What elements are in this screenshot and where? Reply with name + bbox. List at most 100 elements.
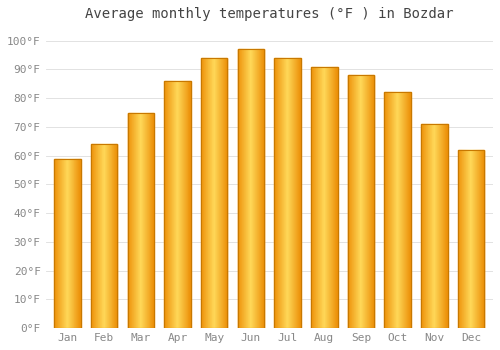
Bar <box>433 124 434 328</box>
Bar <box>213 58 214 328</box>
Bar <box>283 58 284 328</box>
Bar <box>466 150 467 328</box>
Bar <box>328 66 329 328</box>
Bar <box>473 150 474 328</box>
Bar <box>323 66 324 328</box>
Bar <box>259 49 260 328</box>
Bar <box>443 124 444 328</box>
Bar <box>173 81 174 328</box>
Bar <box>59 159 60 328</box>
Bar <box>286 58 287 328</box>
Bar <box>442 124 443 328</box>
Bar <box>397 92 398 328</box>
Bar <box>446 124 447 328</box>
Bar <box>135 113 136 328</box>
Bar <box>180 81 181 328</box>
Bar <box>348 75 349 328</box>
Bar <box>426 124 427 328</box>
Bar <box>435 124 436 328</box>
Bar <box>294 58 295 328</box>
Bar <box>282 58 283 328</box>
Bar <box>299 58 300 328</box>
Bar <box>356 75 357 328</box>
Bar <box>434 124 435 328</box>
Bar <box>65 159 66 328</box>
Bar <box>372 75 373 328</box>
Bar <box>482 150 483 328</box>
Bar <box>96 144 97 328</box>
Bar <box>250 49 251 328</box>
Bar <box>223 58 224 328</box>
Bar <box>238 49 264 328</box>
Bar <box>79 159 80 328</box>
Bar <box>100 144 101 328</box>
Bar <box>464 150 465 328</box>
Bar <box>471 150 472 328</box>
Bar <box>387 92 388 328</box>
Bar <box>255 49 256 328</box>
Bar <box>247 49 248 328</box>
Bar <box>439 124 440 328</box>
Bar <box>207 58 208 328</box>
Bar <box>324 66 325 328</box>
Bar <box>215 58 216 328</box>
Bar <box>469 150 470 328</box>
Bar <box>175 81 176 328</box>
Bar <box>371 75 372 328</box>
Bar <box>460 150 461 328</box>
Bar <box>256 49 257 328</box>
Bar <box>166 81 167 328</box>
Bar <box>352 75 353 328</box>
Bar <box>76 159 77 328</box>
Bar <box>217 58 218 328</box>
Bar <box>400 92 401 328</box>
Bar <box>468 150 469 328</box>
Bar <box>329 66 330 328</box>
Bar <box>292 58 293 328</box>
Bar <box>249 49 250 328</box>
Bar <box>167 81 168 328</box>
Bar <box>480 150 481 328</box>
Bar <box>337 66 338 328</box>
Bar <box>458 150 459 328</box>
Bar <box>459 150 460 328</box>
Bar <box>280 58 281 328</box>
Bar <box>128 113 154 328</box>
Bar <box>148 113 149 328</box>
Bar <box>465 150 466 328</box>
Bar <box>351 75 352 328</box>
Bar <box>182 81 183 328</box>
Bar <box>312 66 313 328</box>
Bar <box>151 113 152 328</box>
Bar <box>461 150 462 328</box>
Bar <box>336 66 337 328</box>
Bar <box>368 75 369 328</box>
Bar <box>390 92 391 328</box>
Bar <box>384 92 411 328</box>
Bar <box>274 58 275 328</box>
Bar <box>360 75 361 328</box>
Bar <box>403 92 404 328</box>
Bar <box>315 66 316 328</box>
Bar <box>364 75 365 328</box>
Bar <box>93 144 94 328</box>
Bar <box>410 92 411 328</box>
Bar <box>401 92 402 328</box>
Bar <box>77 159 78 328</box>
Bar <box>353 75 354 328</box>
Bar <box>62 159 63 328</box>
Bar <box>205 58 206 328</box>
Bar <box>245 49 246 328</box>
Bar <box>219 58 220 328</box>
Bar <box>178 81 179 328</box>
Bar <box>362 75 363 328</box>
Bar <box>386 92 387 328</box>
Bar <box>278 58 279 328</box>
Bar <box>481 150 482 328</box>
Bar <box>73 159 74 328</box>
Bar <box>396 92 397 328</box>
Bar <box>290 58 291 328</box>
Bar <box>216 58 217 328</box>
Bar <box>389 92 390 328</box>
Bar <box>57 159 58 328</box>
